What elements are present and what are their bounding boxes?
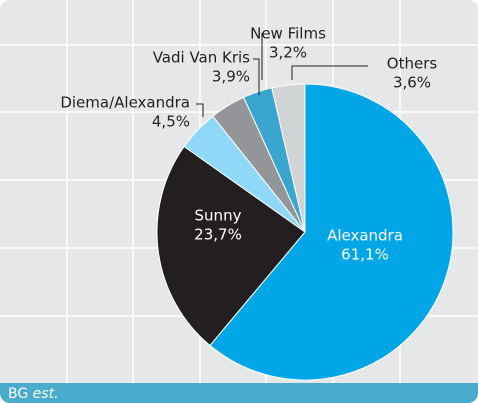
slice-label: New Films	[250, 25, 326, 43]
value-label: 4,5%	[152, 113, 190, 131]
footer-source: BG	[8, 386, 28, 402]
value-label: 3,2%	[269, 44, 307, 62]
slice	[271, 83, 306, 233]
slice-label: Vadi Van Kris	[153, 49, 250, 67]
slice	[156, 145, 306, 347]
footer-bar	[0, 383, 478, 403]
slice-label: Others	[387, 55, 438, 73]
leader-lines	[196, 33, 368, 117]
slice-label: Diema/Alexandra	[60, 94, 190, 112]
value-label: 3,6%	[393, 74, 431, 92]
value-label: 23,7%	[194, 226, 242, 244]
value-label: 61,1%	[341, 246, 389, 264]
footer: BG est.	[8, 386, 59, 402]
slice-label: Sunny	[195, 207, 242, 225]
slice	[209, 83, 454, 381]
slice-label: Alexandra	[327, 227, 403, 245]
pie	[156, 83, 454, 381]
value-label: 3,9%	[212, 68, 250, 86]
footer-note: est.	[33, 386, 59, 402]
